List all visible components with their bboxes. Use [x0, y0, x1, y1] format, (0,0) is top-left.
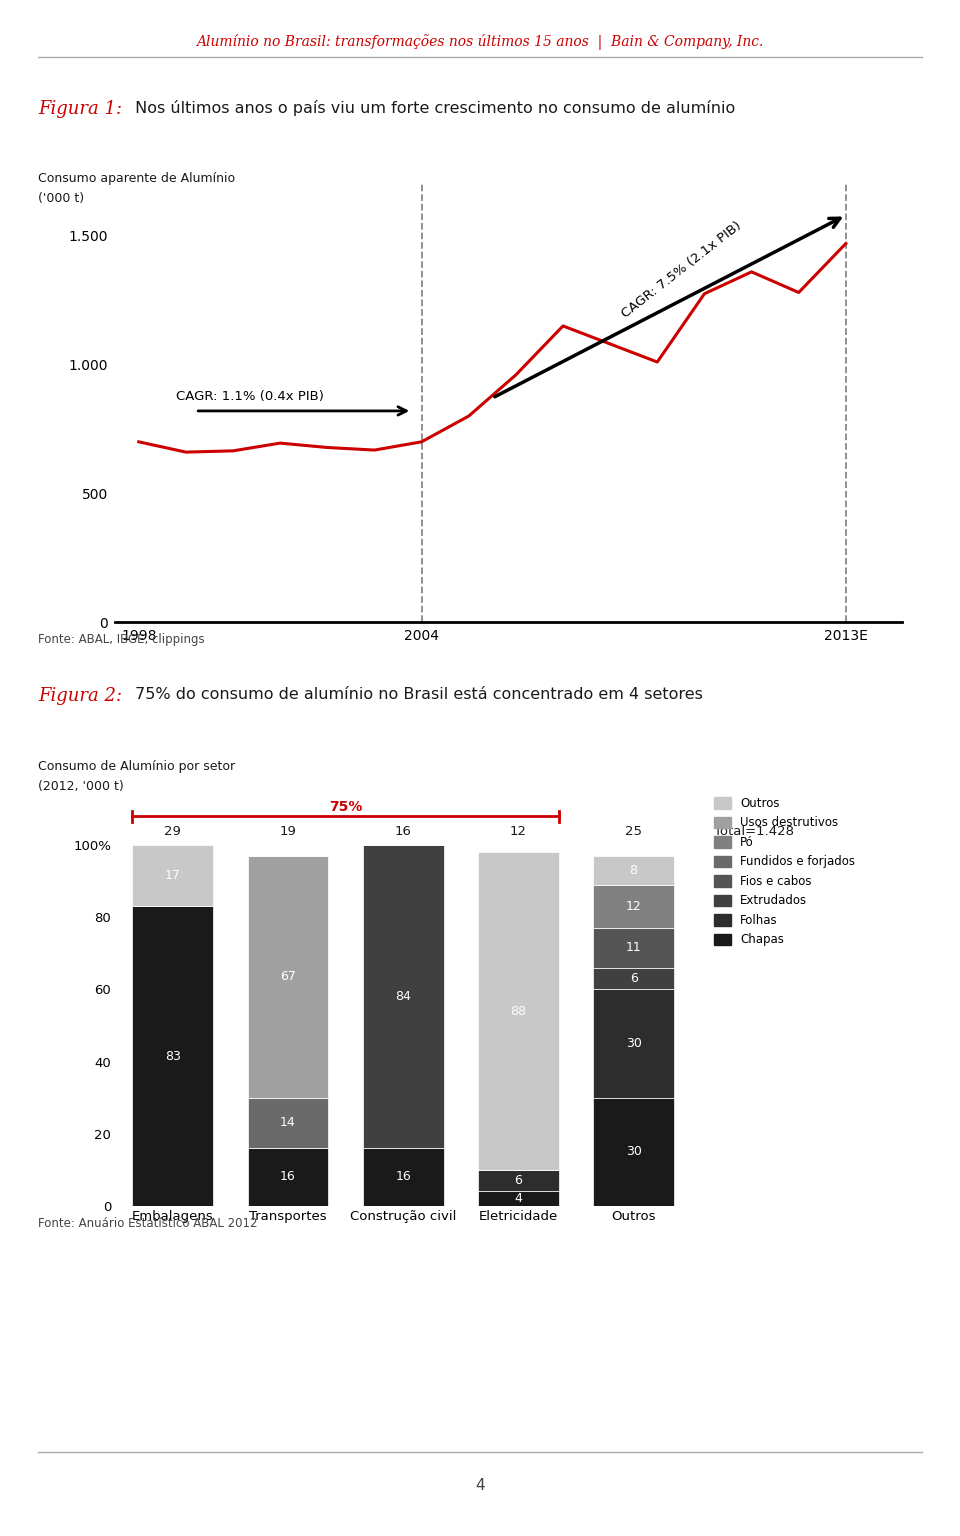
Text: 67: 67	[280, 971, 296, 983]
Legend: Outros, Usos destrutivos, Pó, Fundidos e forjados, Fios e cabos, Extrudados, Fol: Outros, Usos destrutivos, Pó, Fundidos e…	[714, 797, 855, 946]
Text: CAGR: 7.5% (2.1x PIB): CAGR: 7.5% (2.1x PIB)	[619, 220, 744, 321]
Text: 19: 19	[279, 825, 297, 839]
Text: Total=1.428: Total=1.428	[714, 825, 794, 839]
Text: 12: 12	[510, 825, 527, 839]
Text: 4: 4	[475, 1478, 485, 1493]
Text: 84: 84	[396, 991, 411, 1003]
Text: 14: 14	[280, 1117, 296, 1129]
Text: 16: 16	[280, 1170, 296, 1183]
Bar	[363, 1147, 444, 1206]
Text: 29: 29	[164, 825, 181, 839]
Text: Fonte: ABAL, IBGE, clippings: Fonte: ABAL, IBGE, clippings	[38, 633, 205, 645]
Text: 30: 30	[626, 1037, 641, 1051]
Bar	[593, 885, 674, 928]
Text: 4: 4	[515, 1192, 522, 1206]
Text: 16: 16	[395, 825, 412, 839]
Bar	[248, 1147, 328, 1206]
Text: 11: 11	[626, 942, 641, 954]
Text: 16: 16	[396, 1170, 411, 1183]
Bar	[593, 856, 674, 885]
Bar	[593, 968, 674, 989]
Text: Figura 2:: Figura 2:	[38, 687, 123, 705]
Text: 88: 88	[511, 1005, 526, 1017]
Text: 8: 8	[630, 863, 637, 877]
Bar	[132, 906, 213, 1206]
Bar	[132, 845, 213, 906]
Text: 30: 30	[626, 1146, 641, 1158]
Text: 75%: 75%	[329, 800, 362, 814]
Text: 6: 6	[515, 1174, 522, 1187]
Text: 17: 17	[165, 869, 180, 882]
Bar	[478, 1170, 559, 1192]
Text: Alumínio no Brasil: transformações nos últimos 15 anos  |  Bain & Company, Inc.: Alumínio no Brasil: transformações nos ú…	[196, 34, 764, 49]
Text: Nos últimos anos o país viu um forte crescimento no consumo de alumínio: Nos últimos anos o país viu um forte cre…	[130, 100, 734, 115]
Bar	[593, 928, 674, 968]
Text: Consumo aparente de Alumínio: Consumo aparente de Alumínio	[38, 172, 235, 184]
Text: 25: 25	[625, 825, 642, 839]
Bar	[478, 1192, 559, 1206]
Bar	[363, 845, 444, 1147]
Bar	[593, 989, 674, 1098]
Text: ('000 t): ('000 t)	[38, 192, 84, 204]
Text: 6: 6	[630, 972, 637, 985]
Bar	[478, 852, 559, 1170]
Text: (2012, '000 t): (2012, '000 t)	[38, 780, 124, 793]
Bar	[248, 1098, 328, 1147]
Text: Consumo de Alumínio por setor: Consumo de Alumínio por setor	[38, 760, 235, 773]
Text: Fonte: Anuário Estatístico ABAL 2012: Fonte: Anuário Estatístico ABAL 2012	[38, 1217, 258, 1229]
Text: 83: 83	[165, 1049, 180, 1063]
Bar	[593, 1098, 674, 1206]
Text: CAGR: 1.1% (0.4x PIB): CAGR: 1.1% (0.4x PIB)	[177, 390, 324, 404]
Text: Figura 1:: Figura 1:	[38, 100, 123, 118]
Text: 12: 12	[626, 900, 641, 912]
Text: 75% do consumo de alumínio no Brasil está concentrado em 4 setores: 75% do consumo de alumínio no Brasil est…	[130, 687, 703, 702]
Bar	[248, 856, 328, 1098]
